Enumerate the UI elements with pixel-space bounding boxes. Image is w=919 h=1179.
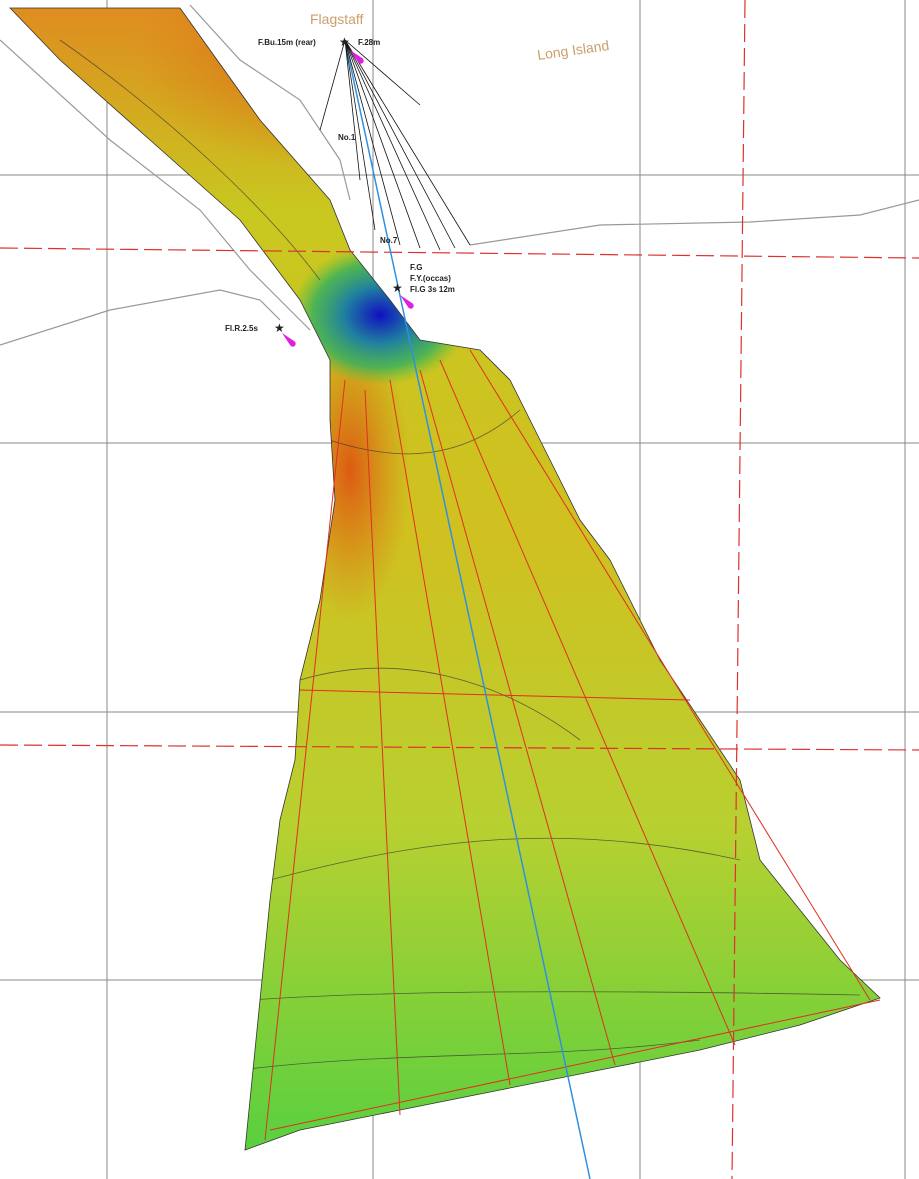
place-label: Long Island	[536, 37, 610, 63]
svg-text:★: ★	[274, 321, 285, 335]
survey-map: ★ ★ ★ Flagstaff Long Island F.Bu.15m (rear…	[0, 0, 919, 1179]
page: ★ ★ ★ Flagstaff Long Island F.Bu.15m (rear…	[0, 0, 919, 1179]
light-label: F.Y.(occas)	[410, 274, 451, 283]
light-label: Fl.G 3s 12m	[410, 285, 455, 294]
svg-text:★: ★	[392, 281, 403, 295]
light-label: F.G	[410, 263, 422, 272]
svg-text:★: ★	[339, 35, 350, 49]
light-label: F.Bu.15m (rear)	[258, 38, 316, 47]
sight-lines	[320, 40, 470, 250]
light-label: Fl.R.2.5s	[225, 324, 258, 333]
beacon-label: No.1	[338, 133, 356, 142]
place-label: Flagstaff	[310, 11, 364, 27]
bathymetry	[0, 0, 919, 1179]
beacon-label: No.7	[380, 236, 398, 245]
light-label: F.28m	[358, 38, 380, 47]
